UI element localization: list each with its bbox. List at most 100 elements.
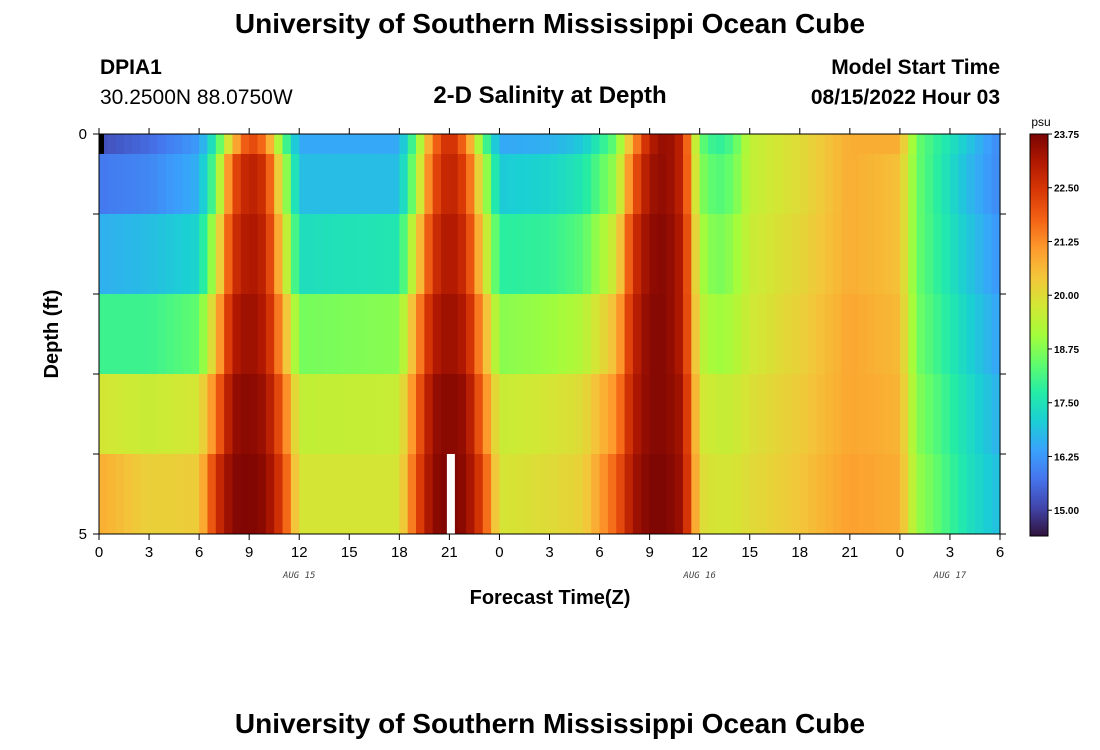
heatmap-cell [666, 214, 676, 294]
heatmap-cell [315, 214, 325, 294]
heatmap-cell [182, 214, 192, 294]
heatmap-cell [299, 294, 309, 374]
heatmap-cell [799, 134, 809, 154]
heatmap-cell [582, 374, 592, 454]
heatmap-cell [524, 134, 534, 154]
heatmap-cell [674, 374, 684, 454]
heatmap-cell [657, 454, 667, 534]
heatmap-cell [682, 454, 692, 534]
heatmap-cell [716, 214, 726, 294]
station-id: DPIA1 [100, 56, 162, 79]
heatmap-cell [908, 154, 918, 214]
heatmap-cell [441, 154, 450, 214]
heatmap-cell [390, 154, 400, 214]
heatmap-cell [457, 374, 467, 454]
heatmap-cell [132, 454, 142, 534]
heatmap-cell [941, 294, 951, 374]
heatmap-cell [324, 214, 334, 294]
heatmap-cell [282, 454, 292, 534]
heatmap-cell [282, 134, 292, 154]
heatmap-cell [849, 454, 859, 534]
heatmap-cell [491, 154, 501, 214]
heatmap-cell [324, 454, 334, 534]
heatmap-cell [382, 294, 392, 374]
heatmap-cell [240, 214, 250, 294]
heatmap-cell [466, 294, 476, 374]
heatmap-cell [215, 154, 225, 214]
heatmap-cell [157, 154, 167, 214]
heatmap-cell [499, 294, 509, 374]
heatmap-cell [516, 374, 526, 454]
heatmap-cell [674, 134, 684, 154]
heatmap-cell [140, 294, 150, 374]
colorbar-tick-label: 15.00 [1054, 506, 1079, 517]
heatmap-cell [132, 294, 142, 374]
heatmap-cell [290, 134, 300, 154]
heatmap-cell [841, 214, 851, 294]
heatmap-cell [315, 374, 325, 454]
heatmap-cell [407, 374, 417, 454]
x-tick-label: 15 [741, 544, 758, 561]
heatmap-cell [916, 134, 926, 154]
heatmap-cell [282, 154, 292, 214]
heatmap-cell [165, 454, 175, 534]
heatmap-cell [557, 374, 567, 454]
heatmap-cell [541, 374, 551, 454]
heatmap-cell [557, 454, 567, 534]
heatmap-cell [908, 214, 918, 294]
heatmap-cell [549, 454, 559, 534]
heatmap-cell [674, 294, 684, 374]
heatmap-cell [883, 134, 893, 154]
heatmap-cell [491, 374, 501, 454]
heatmap-cell [265, 214, 275, 294]
heatmap-cell [207, 214, 217, 294]
heatmap-cell [365, 134, 375, 154]
heatmap-cell [958, 374, 968, 454]
heatmap-cell [349, 154, 359, 214]
heatmap-cell [232, 294, 242, 374]
heatmap-cell [966, 134, 976, 154]
heatmap-cell [624, 134, 634, 154]
heatmap-cell [265, 374, 275, 454]
heatmap-cell [124, 214, 133, 294]
heatmap-cell [741, 214, 751, 294]
heatmap-cell [699, 294, 709, 374]
heatmap-cell [891, 454, 901, 534]
heatmap-cell [691, 454, 701, 534]
heatmap-cell [157, 294, 167, 374]
heatmap-cell [416, 214, 425, 294]
x-tick-label: 12 [691, 544, 708, 561]
heatmap-cell [516, 454, 526, 534]
y-tick-label: 0 [79, 126, 87, 143]
heatmap-cell [841, 134, 851, 154]
heatmap-cell [908, 454, 918, 534]
heatmap-cell [507, 294, 517, 374]
heatmap-cell [833, 374, 843, 454]
heatmap-cell [340, 374, 350, 454]
heatmap-cell [499, 134, 509, 154]
heatmap-cell [390, 134, 400, 154]
heatmap-cell [174, 214, 184, 294]
colorbar-tick-label: 16.25 [1054, 452, 1079, 463]
heatmap-cell [649, 374, 659, 454]
model-start-label: Model Start Time [831, 56, 1000, 79]
heatmap-cell [541, 134, 551, 154]
date-label: AUG 15 [282, 571, 316, 581]
heatmap-cell [99, 214, 108, 294]
heatmap-cell [357, 214, 367, 294]
heatmap-cell [749, 214, 759, 294]
heatmap-cell [974, 374, 984, 454]
heatmap-cell [332, 454, 342, 534]
heatmap-cell [307, 294, 317, 374]
heatmap-cell [399, 154, 409, 214]
heatmap-cell [265, 134, 275, 154]
heatmap-cell [224, 294, 234, 374]
heatmap-cell [249, 374, 259, 454]
heatmap-cell [566, 134, 576, 154]
heatmap-cell [382, 154, 392, 214]
heatmap-cell [616, 454, 626, 534]
heatmap-cell [657, 294, 667, 374]
heatmap-cell [541, 214, 551, 294]
heatmap-cell [749, 454, 759, 534]
x-tick-label: 12 [291, 544, 308, 561]
